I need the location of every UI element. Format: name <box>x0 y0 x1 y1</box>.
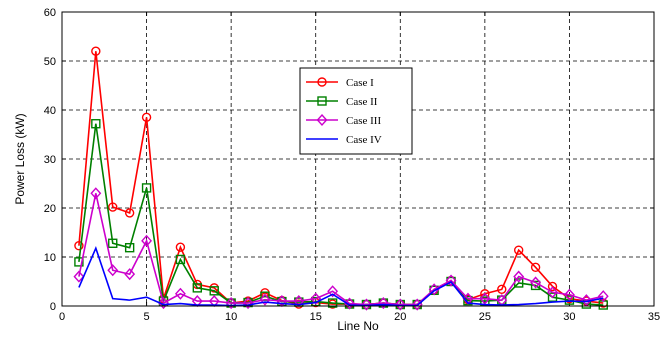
legend-label: Case II <box>346 96 378 108</box>
data-point-circle <box>74 241 84 251</box>
data-point-diamond <box>316 113 328 127</box>
series-case-iv <box>78 245 604 307</box>
y-tick-label: 0 <box>50 301 56 313</box>
x-tick-label: 30 <box>563 311 575 323</box>
data-point-diamond <box>327 285 339 298</box>
data-point-diamond <box>344 297 355 310</box>
data-point-diamond <box>547 286 558 299</box>
data-point-square <box>108 238 118 248</box>
series-line <box>78 123 604 306</box>
legend-label: Case IV <box>346 134 382 146</box>
y-tick-label: 30 <box>44 154 56 166</box>
axis-ticks: 0 5 10 15 20 25 30 35 0 10 20 30 40 50 60 <box>44 7 660 323</box>
series-line <box>78 245 604 307</box>
legend-label: Case I <box>346 77 374 89</box>
grid-lines <box>62 12 654 306</box>
data-point-square <box>192 283 203 293</box>
data-point-diamond <box>141 234 153 247</box>
data-point-square <box>175 254 186 265</box>
data-point-circle <box>175 242 186 252</box>
x-tick-label: 0 <box>59 311 65 323</box>
x-tick-label: 10 <box>225 311 237 323</box>
data-point-diamond <box>107 264 119 277</box>
data-point-circle <box>547 281 558 292</box>
legend: Case I Case II Case III Case IV <box>299 67 413 155</box>
y-tick-label: 20 <box>44 203 56 215</box>
data-point-square <box>317 96 327 106</box>
data-point-square <box>91 119 101 129</box>
data-point-diamond <box>428 283 440 296</box>
data-point-diamond <box>597 290 609 303</box>
data-point-diamond <box>90 187 102 200</box>
data-point-circle <box>91 46 101 56</box>
data-point-diamond <box>259 293 271 306</box>
x-axis-label: Line No <box>337 319 379 333</box>
series-line <box>78 193 604 306</box>
data-point-diamond <box>174 287 186 300</box>
x-tick-label: 35 <box>648 311 660 323</box>
data-point-diamond <box>310 292 322 305</box>
y-tick-label: 50 <box>44 56 56 68</box>
x-tick-label: 5 <box>144 311 150 323</box>
x-tick-label: 15 <box>310 311 322 323</box>
data-point-square <box>74 257 84 267</box>
data-point-circle <box>141 112 152 123</box>
data-point-square <box>547 292 558 302</box>
data-point-diamond <box>377 297 389 310</box>
data-point-square <box>327 298 338 308</box>
data-point-diamond <box>563 288 575 301</box>
x-tick-label: 25 <box>479 311 491 323</box>
data-point-diamond <box>580 294 592 307</box>
data-point-square <box>124 242 135 253</box>
data-point-diamond <box>158 297 169 310</box>
legend-label: Case III <box>346 115 381 127</box>
data-point-diamond <box>124 268 136 281</box>
data-point-square <box>209 286 219 296</box>
y-tick-label: 10 <box>44 252 56 264</box>
y-axis-label: Power Loss (kW) <box>13 113 27 204</box>
x-tick-label: 20 <box>394 311 406 323</box>
data-point-diamond <box>242 297 254 310</box>
data-point-circle <box>317 77 327 87</box>
data-point-diamond <box>225 297 237 310</box>
data-point-circle <box>108 202 118 212</box>
data-point-circle <box>124 208 135 218</box>
y-tick-label: 40 <box>44 105 56 117</box>
data-point-square <box>564 295 575 305</box>
data-point-diamond <box>513 270 525 283</box>
data-point-circle <box>497 284 507 295</box>
data-point-diamond <box>479 292 491 305</box>
plot-area-frame <box>61 11 655 307</box>
data-point-square <box>141 183 152 193</box>
data-point-circle <box>530 262 541 272</box>
data-point-diamond <box>530 276 542 289</box>
data-point-circle <box>513 245 524 255</box>
y-tick-label: 60 <box>44 7 56 19</box>
data-point-diamond <box>445 274 457 287</box>
data-point-diamond <box>73 270 85 283</box>
data-point-diamond <box>394 298 406 311</box>
data-point-diamond <box>361 298 372 311</box>
